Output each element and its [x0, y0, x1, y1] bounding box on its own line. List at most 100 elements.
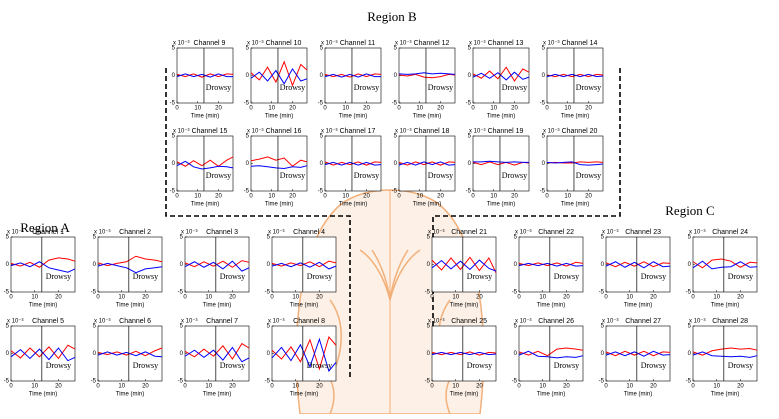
- chart-title: Channel 6: [119, 318, 151, 325]
- y-tick-label: -5: [512, 290, 518, 296]
- signal-line: [431, 256, 497, 273]
- x-axis-label: Time (min): [290, 392, 318, 398]
- chart-title: Channel 3: [206, 229, 238, 236]
- x-tick-label: 10: [118, 295, 125, 301]
- annotation: Drowsy: [133, 272, 158, 281]
- x-tick-label: 0: [604, 384, 608, 390]
- y-tick-label: 0: [427, 351, 431, 357]
- signal-line: [176, 73, 233, 78]
- y-tick-label: 5: [172, 134, 176, 140]
- x-tick-label: 10: [539, 295, 546, 301]
- x-tick-label: 20: [55, 295, 62, 301]
- chart-title: Channel 18: [414, 128, 450, 135]
- x-tick-label: 10: [713, 384, 720, 390]
- y-tick-label: 0: [688, 351, 692, 357]
- x-tick-label: 0: [691, 384, 695, 390]
- y-tick-label: 0: [320, 73, 324, 79]
- x-tick-label: 20: [229, 295, 236, 301]
- x-tick-label: 10: [490, 106, 497, 112]
- x-tick-label: 0: [183, 295, 187, 301]
- y-tick-label: -5: [178, 290, 184, 296]
- x-axis-label: Time (min): [624, 392, 652, 398]
- x-tick-label: 10: [342, 194, 349, 200]
- signal-line: [271, 337, 337, 373]
- y-multiplier: x 10⁻³: [247, 129, 264, 135]
- chart-title: Channel 26: [538, 318, 574, 325]
- signal-line: [472, 71, 530, 81]
- y-tick-label: 0: [394, 161, 398, 167]
- x-tick-label: 0: [175, 194, 179, 200]
- x-tick-label: 10: [31, 384, 38, 390]
- chart-title: Channel 21: [451, 229, 487, 236]
- annotation: Drowsy: [502, 83, 527, 92]
- annotation: Drowsy: [133, 361, 158, 370]
- x-axis-label: Time (min): [413, 202, 441, 208]
- y-tick-label: 0: [172, 161, 176, 167]
- plot-area: [692, 325, 758, 382]
- signal-line: [692, 260, 758, 270]
- chart-title: Channel 25: [451, 318, 487, 325]
- y-tick-label: 0: [394, 73, 398, 79]
- x-tick-label: 10: [452, 295, 459, 301]
- annotation: Drowsy: [576, 83, 601, 92]
- y-tick-label: 5: [6, 235, 10, 241]
- y-multiplier: x 10⁻³: [181, 230, 198, 236]
- annotation: Drowsy: [641, 361, 666, 370]
- y-tick-label: 5: [394, 134, 398, 140]
- y-multiplier: x 10⁻³: [543, 41, 560, 47]
- x-tick-label: 20: [563, 295, 570, 301]
- y-tick-label: 5: [427, 235, 431, 241]
- signal-line: [431, 351, 497, 356]
- y-tick-label: -5: [178, 379, 184, 385]
- y-multiplier: x 10⁻³: [321, 41, 338, 47]
- y-tick-label: 0: [267, 351, 271, 357]
- y-tick-label: 5: [688, 324, 692, 330]
- y-tick-label: 5: [180, 324, 184, 330]
- signal-line: [184, 260, 250, 268]
- annotation: Drowsy: [576, 171, 601, 180]
- signal-line: [518, 262, 584, 267]
- signal-line: [605, 261, 671, 268]
- y-tick-label: 5: [542, 46, 546, 52]
- chart-title: Channel 27: [625, 318, 661, 325]
- x-tick-label: 10: [268, 106, 275, 112]
- chart-title: Channel 13: [488, 40, 524, 47]
- y-tick-label: 0: [601, 351, 605, 357]
- annotation: Drowsy: [354, 171, 379, 180]
- x-axis-label: Time (min): [339, 202, 367, 208]
- y-tick-label: 0: [688, 262, 692, 268]
- signal-line: [605, 350, 671, 357]
- signal-line: [605, 350, 671, 357]
- x-tick-label: 10: [118, 384, 125, 390]
- x-tick-label: 10: [626, 295, 633, 301]
- x-tick-label: 0: [545, 194, 549, 200]
- x-axis-label: Time (min): [711, 392, 739, 398]
- annotation: Drowsy: [220, 272, 245, 281]
- signal-line: [184, 260, 250, 272]
- x-axis-label: Time (min): [450, 392, 478, 398]
- y-tick-label: -5: [244, 189, 250, 195]
- signal-line: [398, 73, 456, 79]
- y-multiplier: x 10⁻³: [173, 41, 190, 47]
- chart-title: Channel 9: [194, 40, 226, 47]
- signal-line: [473, 160, 529, 163]
- annotation: Drowsy: [280, 171, 305, 180]
- chart-title: Channel 16: [266, 128, 302, 135]
- x-tick-label: 0: [183, 384, 187, 390]
- y-tick-label: 5: [601, 235, 605, 241]
- chart-title: Channel 28: [712, 318, 748, 325]
- y-tick-label: 0: [514, 262, 518, 268]
- annotation: Drowsy: [46, 272, 71, 281]
- chart-title: Channel 1: [32, 229, 64, 236]
- y-multiplier: x 10⁻³: [247, 41, 264, 47]
- signal-line: [176, 156, 234, 167]
- x-tick-label: 0: [471, 194, 475, 200]
- signal-line: [10, 261, 76, 273]
- x-tick-label: 10: [31, 295, 38, 301]
- x-tick-label: 10: [268, 194, 275, 200]
- y-tick-label: 5: [246, 46, 250, 52]
- x-tick-label: 0: [9, 384, 13, 390]
- x-tick-label: 0: [430, 384, 434, 390]
- x-axis-label: Time (min): [265, 202, 293, 208]
